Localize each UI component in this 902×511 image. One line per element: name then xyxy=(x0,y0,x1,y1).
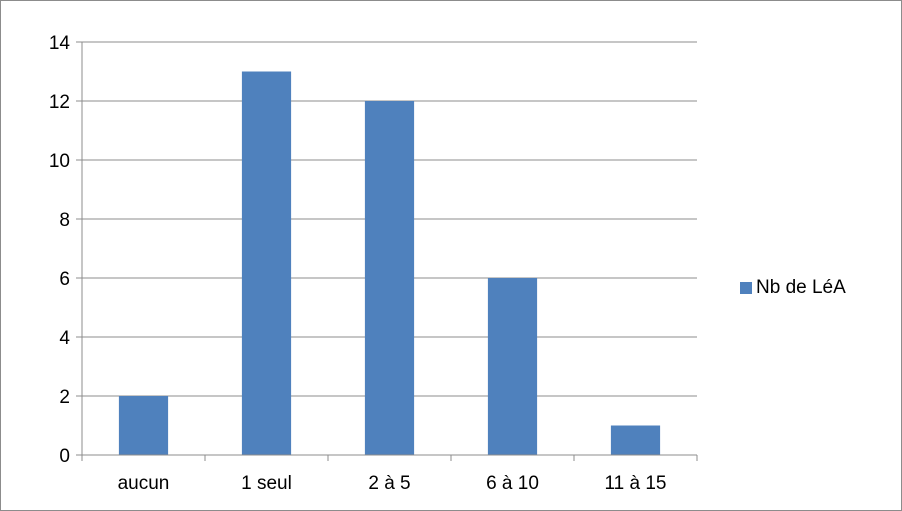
x-category-label-3: 2 à 5 xyxy=(368,473,410,494)
bar-5 xyxy=(610,425,661,455)
y-tick-label-14: 14 xyxy=(49,33,71,54)
y-axis-tick-labels: 0 2 4 6 8 10 12 14 xyxy=(49,33,71,467)
y-tick-label-6: 6 xyxy=(59,269,70,290)
bar-1 xyxy=(118,396,169,455)
x-category-label-2: 1 seul xyxy=(241,473,292,494)
y-tick-label-8: 8 xyxy=(59,210,70,231)
x-category-label-5: 11 à 15 xyxy=(605,473,667,494)
y-tick-label-2: 2 xyxy=(59,387,70,408)
legend-label-nb-de-lea: Nb de LéA xyxy=(756,277,846,298)
bar-3 xyxy=(364,101,415,455)
x-category-label-4: 6 à 10 xyxy=(486,473,539,494)
y-tick-label-0: 0 xyxy=(59,446,70,467)
legend-swatch xyxy=(740,282,752,294)
y-tick-label-10: 10 xyxy=(49,151,70,172)
axes xyxy=(76,41,698,461)
bars xyxy=(118,71,661,455)
y-tick-label-4: 4 xyxy=(59,328,70,349)
x-axis-category-labels: aucun 1 seul 2 à 5 6 à 10 11 à 15 xyxy=(118,473,667,494)
legend: Nb de LéA xyxy=(740,277,846,298)
bar-2 xyxy=(241,71,292,455)
x-category-label-1: aucun xyxy=(118,473,170,494)
y-tick-label-12: 12 xyxy=(49,92,70,113)
bar-4 xyxy=(487,278,538,455)
